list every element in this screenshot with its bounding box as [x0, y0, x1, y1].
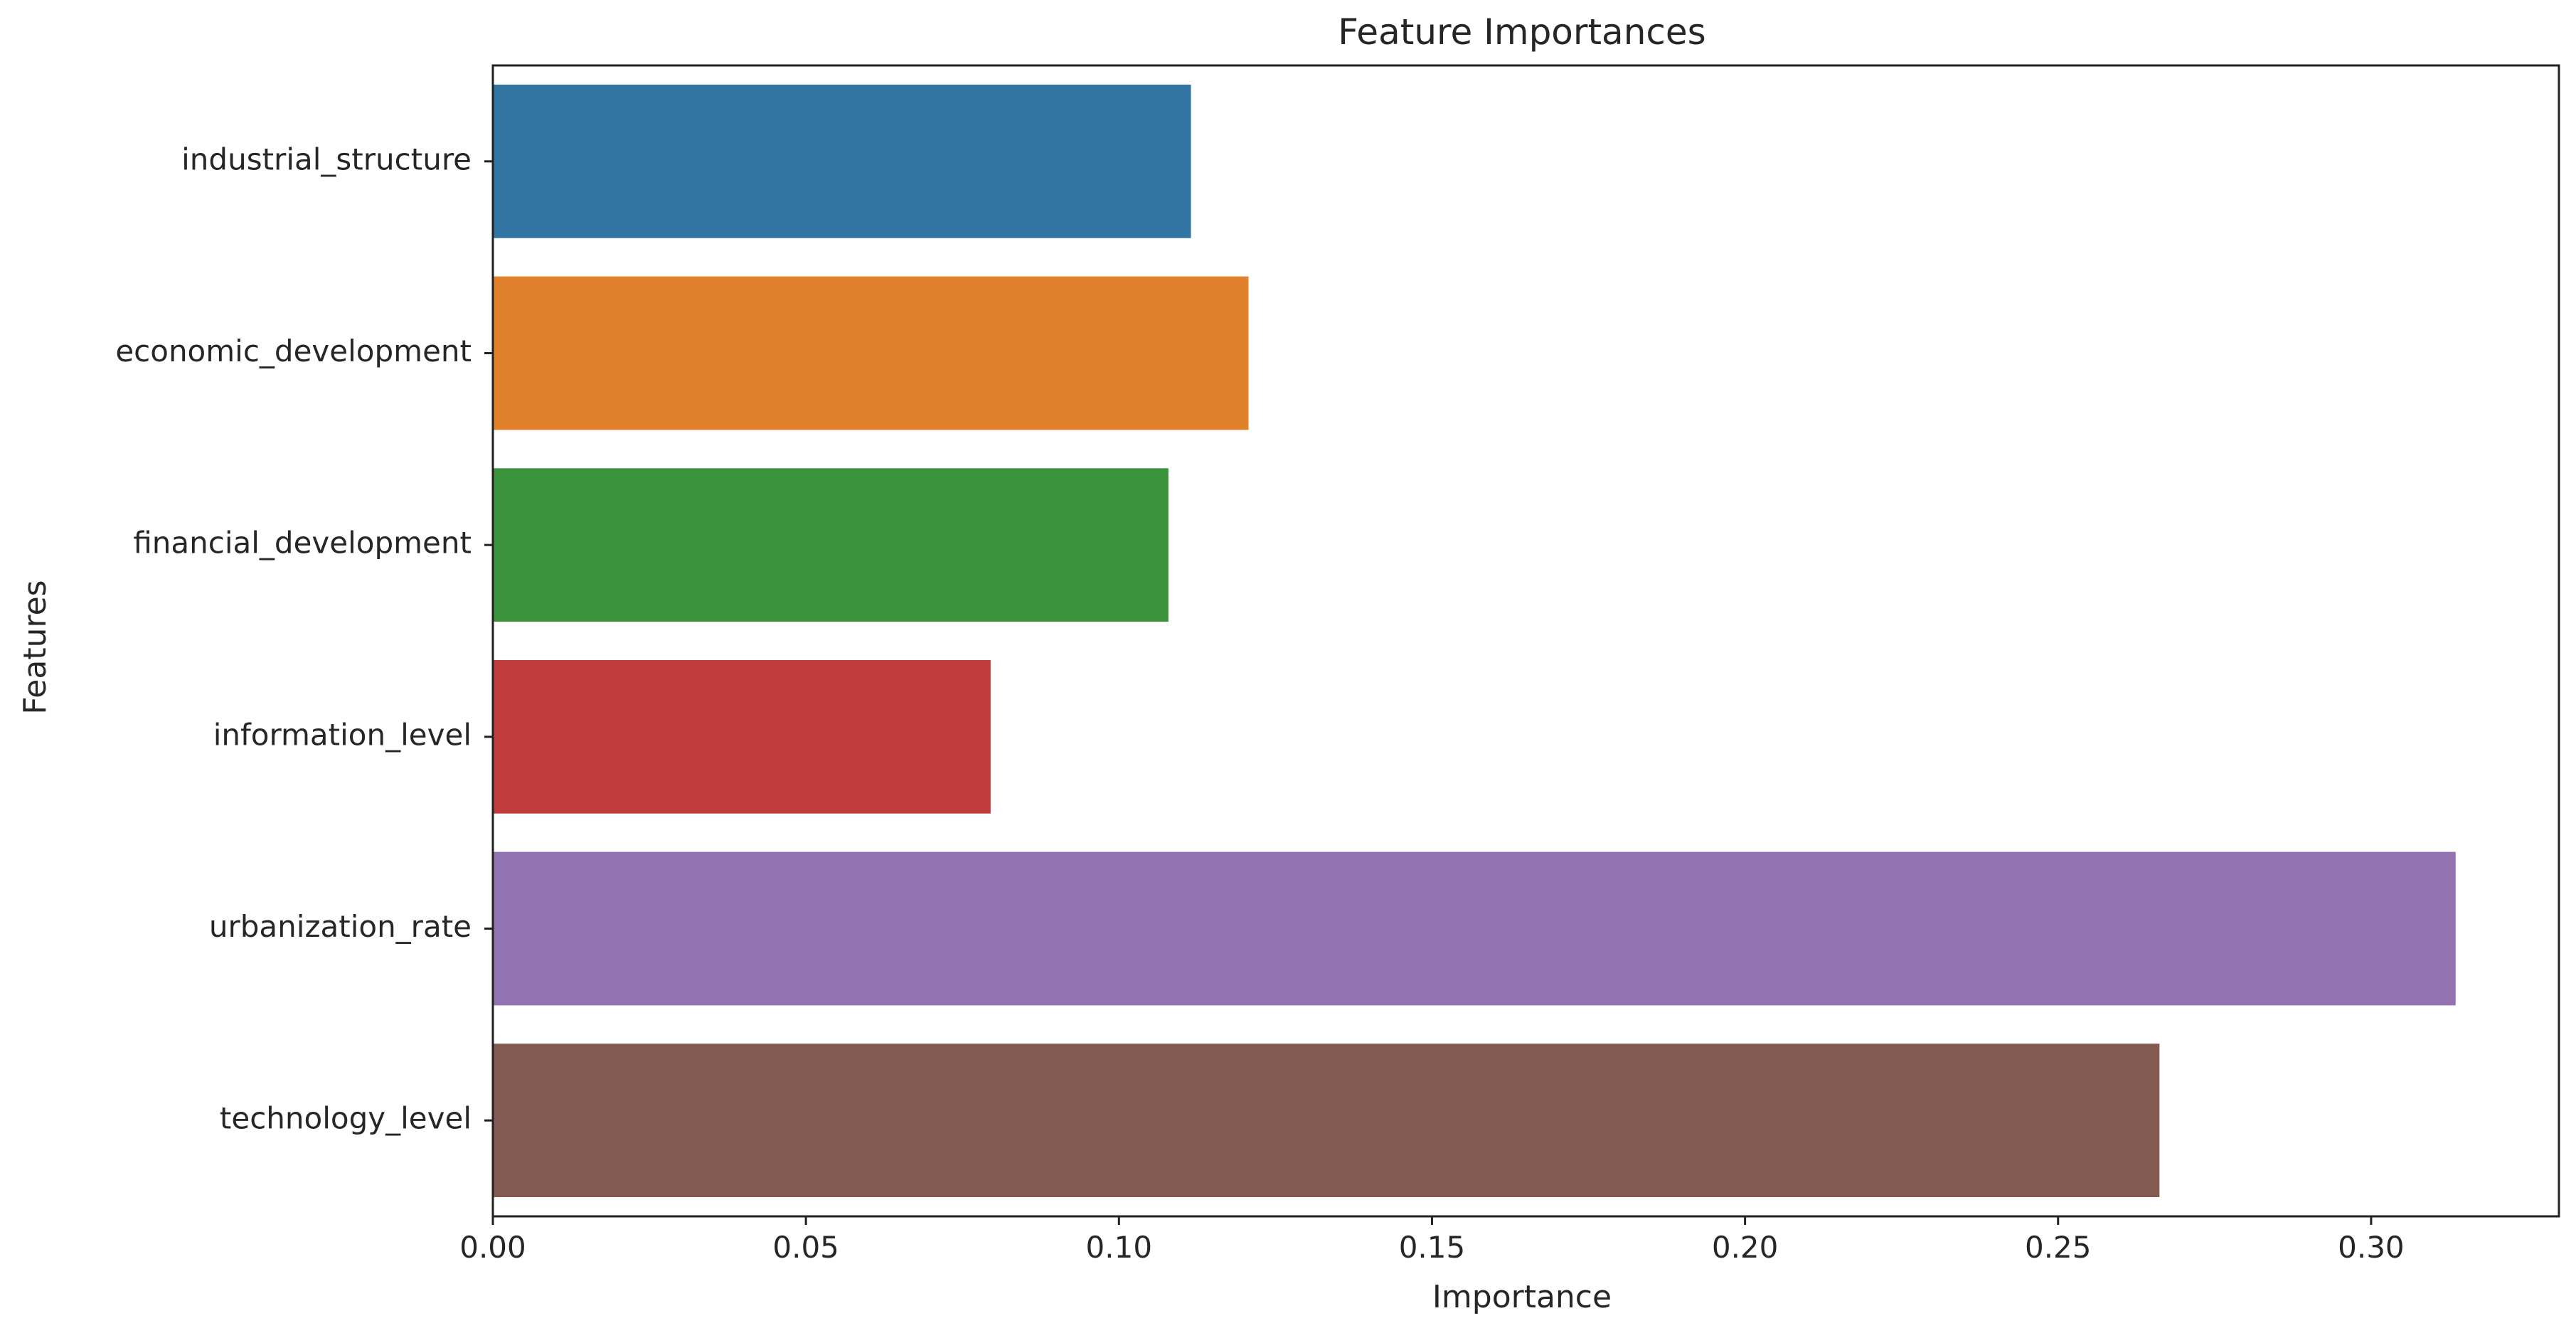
chart-title: Feature Importances [1338, 11, 1705, 53]
y-tick-label: industrial_structure [181, 142, 472, 176]
axis-layer: industrial_structure economic_development… [115, 142, 2404, 1265]
y-axis-label: Features [17, 580, 53, 714]
bar-technology_level [493, 1043, 2160, 1198]
x-tick-label: 0.30 [2338, 1230, 2405, 1265]
y-tick-label: urbanization_rate [209, 909, 472, 944]
x-tick-label: 0.20 [1712, 1230, 1779, 1265]
x-tick-label: 0.15 [1399, 1230, 1466, 1265]
bar-urbanization_rate [493, 851, 2456, 1006]
bar-information_level [493, 659, 991, 814]
x-tick-label: 0.10 [1086, 1230, 1153, 1265]
bar-financial_development [493, 468, 1169, 622]
y-tick-label: financial_development [133, 526, 472, 561]
y-tick-label: technology_level [220, 1101, 472, 1136]
bar-industrial_structure [493, 84, 1191, 238]
bar-economic_development [493, 276, 1249, 430]
plot-frame [491, 64, 2560, 1218]
y-tick-label: economic_development [115, 334, 472, 368]
y-tick-label: information_level [213, 717, 472, 752]
x-tick-label: 0.00 [459, 1230, 526, 1265]
x-axis-label: Importance [1432, 1279, 1612, 1315]
bars-layer [493, 84, 2456, 1198]
x-tick-label: 0.05 [772, 1230, 839, 1265]
x-tick-label: 0.25 [2025, 1230, 2092, 1265]
